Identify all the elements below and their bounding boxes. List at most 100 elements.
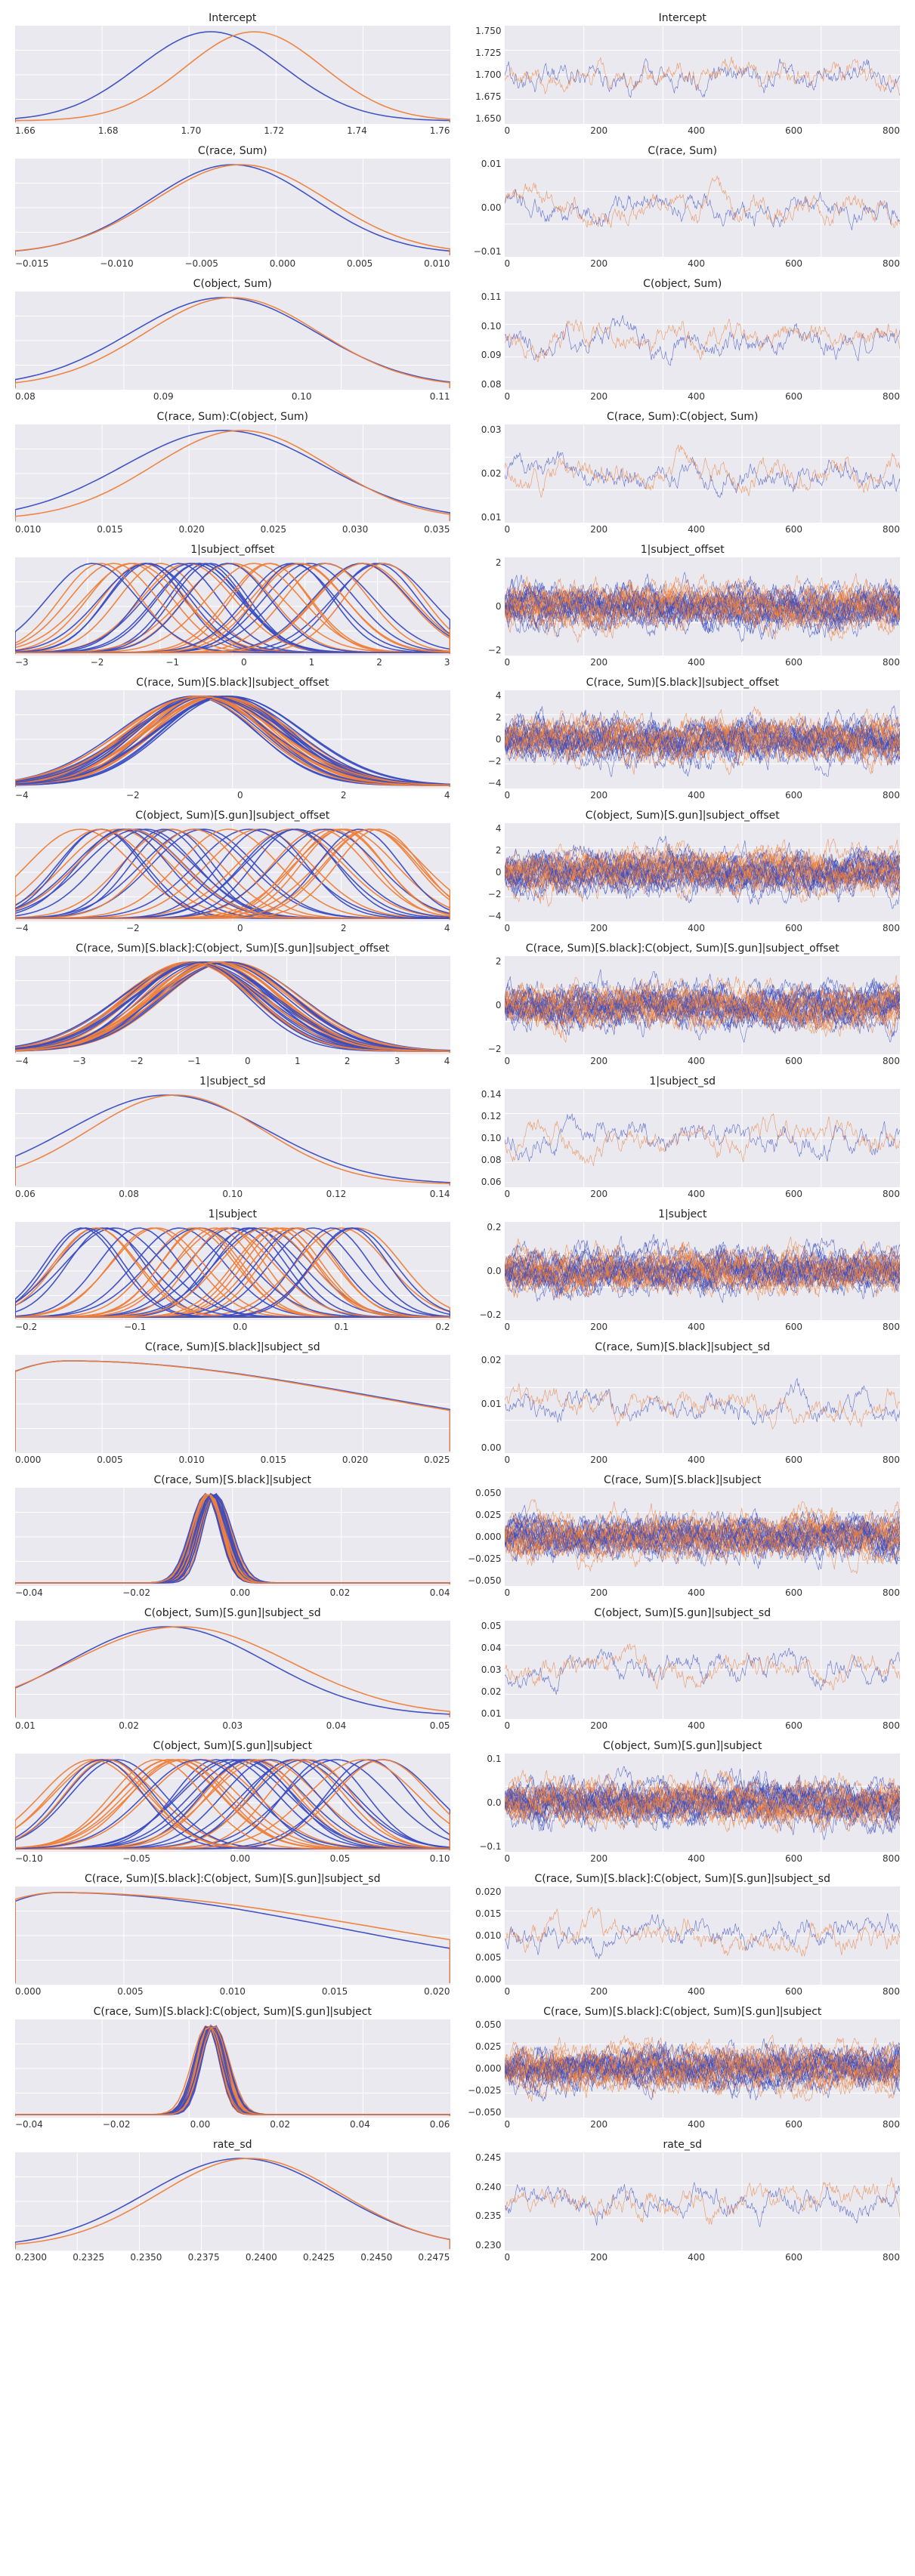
trace-panel: C(race, Sum)[S.black]|subject_sd0.020.01… (465, 1337, 901, 1470)
tick-label: 0.010 (178, 1455, 204, 1465)
tick-label: −0.015 (15, 258, 48, 269)
tick-label: 4 (444, 923, 450, 933)
trace-yticks: 420−2−4 (465, 823, 505, 921)
kde-plot-area (15, 292, 450, 390)
tick-label: 800 (883, 1853, 900, 1864)
tick-label: 0.12 (326, 1189, 347, 1199)
tick-label: 600 (785, 923, 802, 933)
tick-label: −0.050 (465, 1575, 502, 1586)
tick-label: 0.08 (15, 391, 36, 402)
tick-label: −2 (465, 645, 502, 656)
tick-label: 0.015 (261, 1455, 286, 1465)
tick-label: 0.02 (465, 1355, 502, 1365)
tick-label: 400 (688, 524, 705, 535)
trace-yticks: 0.10.0−0.1 (465, 1754, 505, 1852)
tick-label: −4 (15, 790, 29, 801)
tick-label: 200 (590, 125, 607, 136)
tick-label: 0.14 (465, 1089, 502, 1100)
tick-label: 0.015 (465, 1908, 502, 1919)
tick-label: 0 (505, 1322, 511, 1332)
tick-label: 0.000 (270, 258, 295, 269)
panel-title: C(race, Sum):C(object, Sum) (465, 406, 901, 424)
tick-label: 0.2 (435, 1322, 450, 1332)
tick-label: 0.020 (424, 1986, 450, 1997)
trace-yticks: 20−2 (465, 956, 505, 1054)
trace-panel: rate_sd0.2450.2400.2350.2300200400600800 (465, 2134, 901, 2267)
tick-label: 0.1 (465, 1754, 502, 1764)
kde-xticks: −0.04−0.020.000.020.04 (15, 1586, 450, 1603)
tick-label: 600 (785, 1853, 802, 1864)
tick-label: 0.230 (465, 2240, 502, 2251)
tick-label: 0.02 (465, 468, 502, 479)
trace-xticks: 0200400600800 (505, 390, 901, 406)
trace-plot-area (505, 424, 901, 523)
panel-title: 1|subject_offset (465, 539, 901, 557)
tick-label: 0.00 (465, 202, 502, 213)
tick-label: 0 (505, 1986, 511, 1997)
trace-panel: C(object, Sum)0.110.100.090.080200400600… (465, 273, 901, 406)
tick-label: −4 (465, 778, 502, 788)
panel-title: C(race, Sum)[S.black]|subject_sd (465, 1337, 901, 1355)
tick-label: 2 (465, 712, 502, 723)
tick-label: 0.09 (465, 350, 502, 360)
tick-label: 0.01 (15, 1720, 36, 1731)
panel-title: C(race, Sum)[S.black]|subject_offset (465, 672, 901, 690)
kde-plot-area (15, 1488, 450, 1586)
tick-label: 0 (237, 790, 243, 801)
trace-plot-area (505, 2019, 901, 2118)
panel-title: Intercept (15, 8, 450, 26)
trace-xticks: 0200400600800 (505, 1719, 901, 1735)
tick-label: 0.05 (465, 1621, 502, 1631)
tick-label: 0.08 (119, 1189, 139, 1199)
trace-yticks: 0.020.010.00 (465, 1355, 505, 1453)
tick-label: 0.010 (465, 1930, 502, 1941)
tick-label: 0.05 (330, 1853, 351, 1864)
tick-label: 0.04 (465, 1643, 502, 1653)
tick-label: −1 (187, 1056, 201, 1066)
tick-label: 0.2 (465, 1222, 502, 1232)
panel-title: C(object, Sum)[S.gun]|subject (15, 1735, 450, 1754)
tick-label: 200 (590, 1587, 607, 1598)
tick-label: 0 (505, 2252, 511, 2263)
tick-label: 400 (688, 657, 705, 668)
tick-label: 200 (590, 1322, 607, 1332)
kde-plot-area (15, 557, 450, 656)
panel-title: C(race, Sum)[S.black]:C(object, Sum)[S.g… (465, 938, 901, 956)
kde-panel: C(race, Sum)[S.black]|subject_sd0.0000.0… (15, 1337, 450, 1470)
tick-label: 800 (883, 1322, 900, 1332)
tick-label: 0.010 (424, 258, 450, 269)
kde-panel: 1|subject−0.2−0.10.00.10.2 (15, 1204, 450, 1337)
trace-panel: C(object, Sum)[S.gun]|subject_sd0.050.04… (465, 1603, 901, 1735)
tick-label: 1.72 (264, 125, 284, 136)
trace-yticks: 20−2 (465, 557, 505, 656)
tick-label: 2 (465, 956, 502, 967)
tick-label: 0.2425 (303, 2252, 335, 2263)
tick-label: 4 (444, 790, 450, 801)
trace-panel: C(race, Sum)[S.black]:C(object, Sum)[S.g… (465, 1868, 901, 2001)
tick-label: −0.025 (465, 1553, 502, 1564)
tick-label: 2 (465, 557, 502, 568)
kde-plot-area (15, 424, 450, 523)
tick-label: 0 (245, 1056, 251, 1066)
tick-label: 0.10 (465, 1133, 502, 1143)
tick-label: 600 (785, 1720, 802, 1731)
kde-panel: C(race, Sum)[S.black]|subject−0.04−0.020… (15, 1470, 450, 1603)
panel-title: 1|subject_offset (15, 539, 450, 557)
tick-label: 800 (883, 2119, 900, 2130)
tick-label: 600 (785, 1455, 802, 1465)
kde-xticks: −0.10−0.050.000.050.10 (15, 1852, 450, 1868)
tick-label: 0.020 (342, 1455, 368, 1465)
tick-label: 200 (590, 2252, 607, 2263)
tick-label: 200 (590, 2119, 607, 2130)
trace-plot-area (505, 2152, 901, 2251)
trace-plot-area (505, 1754, 901, 1852)
panel-title: C(race, Sum) (465, 140, 901, 159)
tick-label: −2 (91, 657, 104, 668)
tick-label: 0.08 (465, 379, 502, 390)
kde-plot-area (15, 1886, 450, 1985)
tick-label: 2 (376, 657, 382, 668)
kde-xticks: 0.060.080.100.120.14 (15, 1187, 450, 1204)
tick-label: 0.11 (465, 292, 502, 302)
tick-label: 0.01 (465, 512, 502, 523)
kde-plot-area (15, 956, 450, 1054)
